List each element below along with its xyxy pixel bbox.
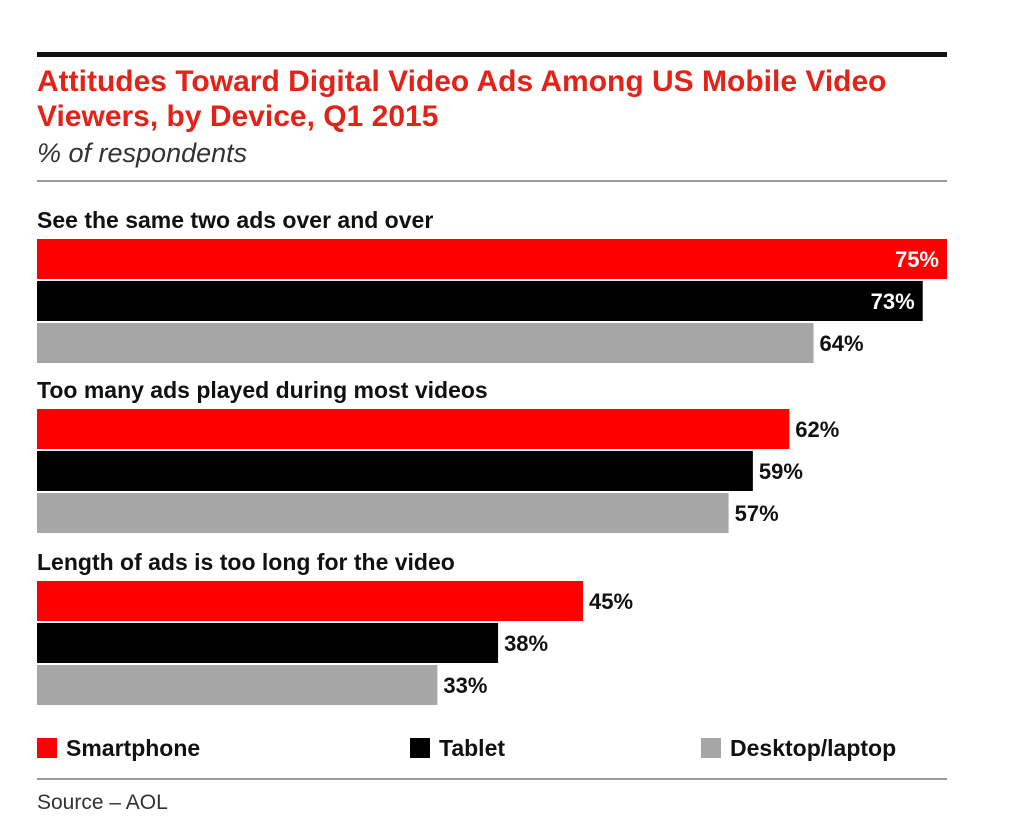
legend-swatch-smartphone bbox=[37, 738, 57, 758]
data-label-tablet-3: 38% bbox=[504, 631, 548, 656]
category-label-too-many-ads-played-during-most-videos: Too many ads played during most videos bbox=[37, 377, 488, 403]
top-rule bbox=[37, 52, 947, 57]
bar-tablet-2 bbox=[37, 451, 753, 491]
data-label-smartphone-1: 75% bbox=[895, 247, 939, 272]
legend-label-desktop: Desktop/laptop bbox=[730, 734, 897, 761]
chart-subtitle: % of respondents bbox=[37, 138, 248, 168]
data-label-desktop-laptop-1: 64% bbox=[820, 331, 864, 356]
category-label-see-the-same-two-ads-over-and-over: See the same two ads over and over bbox=[37, 207, 433, 233]
bar-desktop-laptop-3 bbox=[37, 665, 438, 705]
legend-item-desktop: Desktop/laptop bbox=[701, 734, 897, 761]
data-label-tablet-2: 59% bbox=[759, 459, 803, 484]
legend-swatch-tablet bbox=[410, 738, 430, 758]
legend-item-smartphone: Smartphone bbox=[37, 734, 201, 761]
chart-title: Attitudes Toward Digital Video Ads Among… bbox=[37, 65, 887, 133]
subtitle-rule bbox=[37, 180, 947, 182]
bar-desktop-laptop-1 bbox=[37, 323, 814, 363]
bottom-rule bbox=[37, 778, 947, 780]
data-label-tablet-1: 73% bbox=[871, 289, 915, 314]
bar-smartphone-3 bbox=[37, 581, 583, 621]
source-note: Source – AOL bbox=[37, 791, 168, 814]
category-label-length-of-ads-is-too-long-for-the-video: Length of ads is too long for the video bbox=[37, 549, 455, 575]
bar-smartphone-2 bbox=[37, 409, 790, 449]
bar-chart: See the same two ads over and over 75% 73%… bbox=[37, 207, 947, 705]
legend-swatch-desktop bbox=[701, 738, 721, 758]
data-label-smartphone-2: 62% bbox=[795, 417, 839, 442]
legend-item-tablet: Tablet bbox=[410, 734, 506, 761]
legend-label-tablet: Tablet bbox=[439, 734, 506, 761]
data-label-smartphone-3: 45% bbox=[589, 589, 633, 614]
bar-desktop-laptop-2 bbox=[37, 493, 729, 533]
bar-smartphone-1 bbox=[37, 239, 947, 279]
legend-label-smartphone: Smartphone bbox=[66, 734, 201, 761]
data-label-desktop-laptop-3: 33% bbox=[443, 673, 487, 698]
data-label-desktop-laptop-2: 57% bbox=[735, 501, 779, 526]
bar-tablet-1 bbox=[37, 281, 923, 321]
bar-tablet-3 bbox=[37, 623, 499, 663]
